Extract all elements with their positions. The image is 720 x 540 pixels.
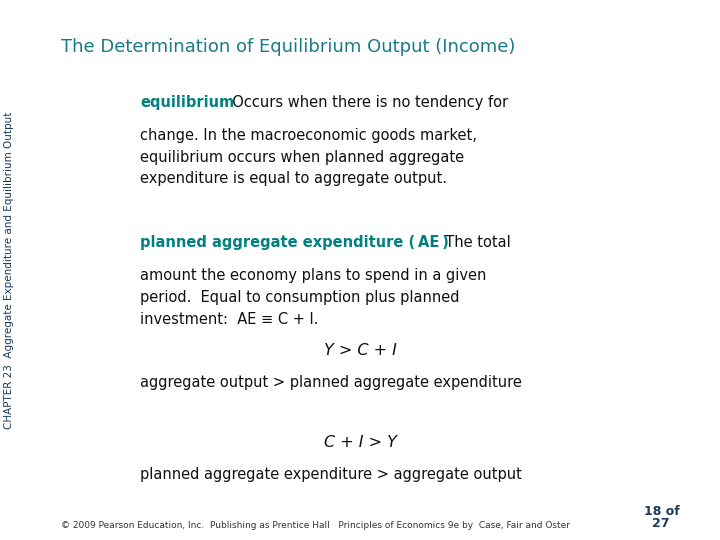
Text: equilibrium: equilibrium — [140, 94, 235, 110]
Text: Occurs when there is no tendency for: Occurs when there is no tendency for — [223, 94, 508, 110]
Text: Y > C + I: Y > C + I — [323, 343, 397, 358]
Text: change. In the macroeconomic goods market,
equilibrium occurs when planned aggre: change. In the macroeconomic goods marke… — [140, 128, 477, 186]
Text: 27: 27 — [652, 517, 669, 530]
Text: 18 of: 18 of — [644, 505, 680, 518]
Text: planned aggregate expenditure > aggregate output: planned aggregate expenditure > aggregat… — [140, 467, 522, 482]
Text: The total: The total — [436, 235, 510, 250]
Text: planned aggregate expenditure ( AE ): planned aggregate expenditure ( AE ) — [140, 235, 449, 250]
Text: amount the economy plans to spend in a given
period.  Equal to consumption plus : amount the economy plans to spend in a g… — [140, 268, 487, 327]
Text: The Determination of Equilibrium Output (Income): The Determination of Equilibrium Output … — [61, 38, 516, 56]
Text: © 2009 Pearson Education, Inc.  Publishing as Prentice Hall   Principles of Econ: © 2009 Pearson Education, Inc. Publishin… — [61, 521, 570, 530]
Text: CHAPTER 23  Aggregate Expenditure and Equilibrium Output: CHAPTER 23 Aggregate Expenditure and Equ… — [4, 111, 14, 429]
Text: C + I > Y: C + I > Y — [323, 435, 397, 450]
Text: aggregate output > planned aggregate expenditure: aggregate output > planned aggregate exp… — [140, 375, 522, 390]
